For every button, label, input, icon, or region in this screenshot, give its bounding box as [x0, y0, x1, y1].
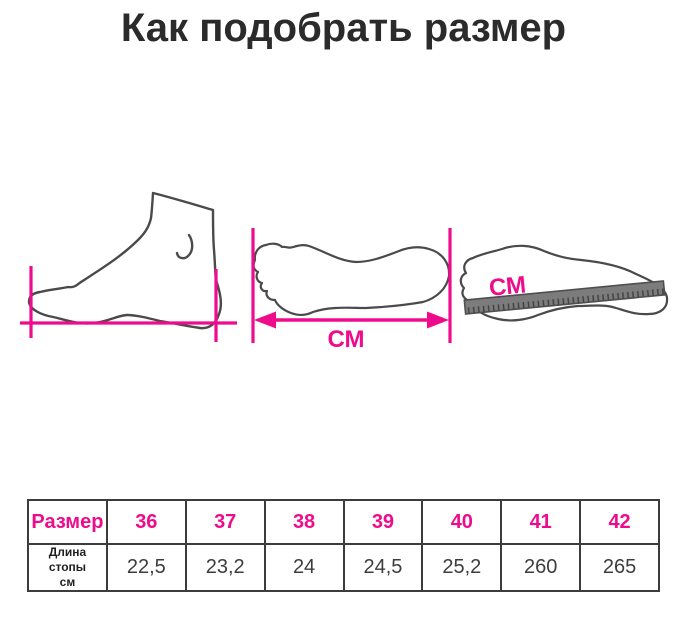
footprint-length-illustration: СМ: [251, 228, 452, 350]
foot-length-value: 265: [579, 543, 660, 592]
foot-length-value: 25,2: [421, 543, 503, 592]
size-table-header-row: Размер 36 37 38 39 40 41 42: [27, 499, 660, 545]
foot-length-value: 24: [263, 543, 345, 592]
foot-length-label-line2: см: [59, 575, 76, 589]
footprint-outline-icon: [252, 242, 451, 316]
foot-length-label-line1: Длина стопы: [48, 545, 87, 574]
measure-lines: [20, 266, 237, 342]
foot-length-value: 24,5: [342, 543, 424, 592]
length-arrow-icon: [251, 228, 452, 343]
foot-length-value: 23,2: [184, 543, 266, 592]
cm-label: СМ: [488, 271, 527, 301]
size-value: 37: [184, 499, 266, 545]
footprint-ruler-illustration: СМ: [459, 244, 669, 322]
size-value: 42: [579, 499, 660, 545]
size-value: 39: [342, 499, 424, 545]
foot-side-measure-illustration: [20, 191, 237, 342]
foot-side-outline-icon: [27, 191, 223, 330]
size-header-label: Размер: [27, 499, 108, 545]
size-value: 41: [500, 499, 582, 545]
ruler-icon: [463, 280, 666, 315]
foot-length-label-cell: Длина стопы см: [27, 543, 108, 592]
foot-length-value: 22,5: [105, 543, 187, 592]
page-title: Как подобрать размер: [120, 6, 567, 50]
size-table: Размер 36 37 38 39 40 41 42 Длина стопы …: [27, 499, 660, 592]
cm-label: СМ: [327, 326, 364, 350]
size-table-values-row: Длина стопы см 22,5 23,2 24 24,5 25,2 26…: [27, 543, 660, 592]
size-value: 38: [263, 499, 345, 545]
size-value: 36: [105, 499, 187, 545]
size-value: 40: [421, 499, 503, 545]
foot-length-value: 260: [500, 543, 582, 592]
